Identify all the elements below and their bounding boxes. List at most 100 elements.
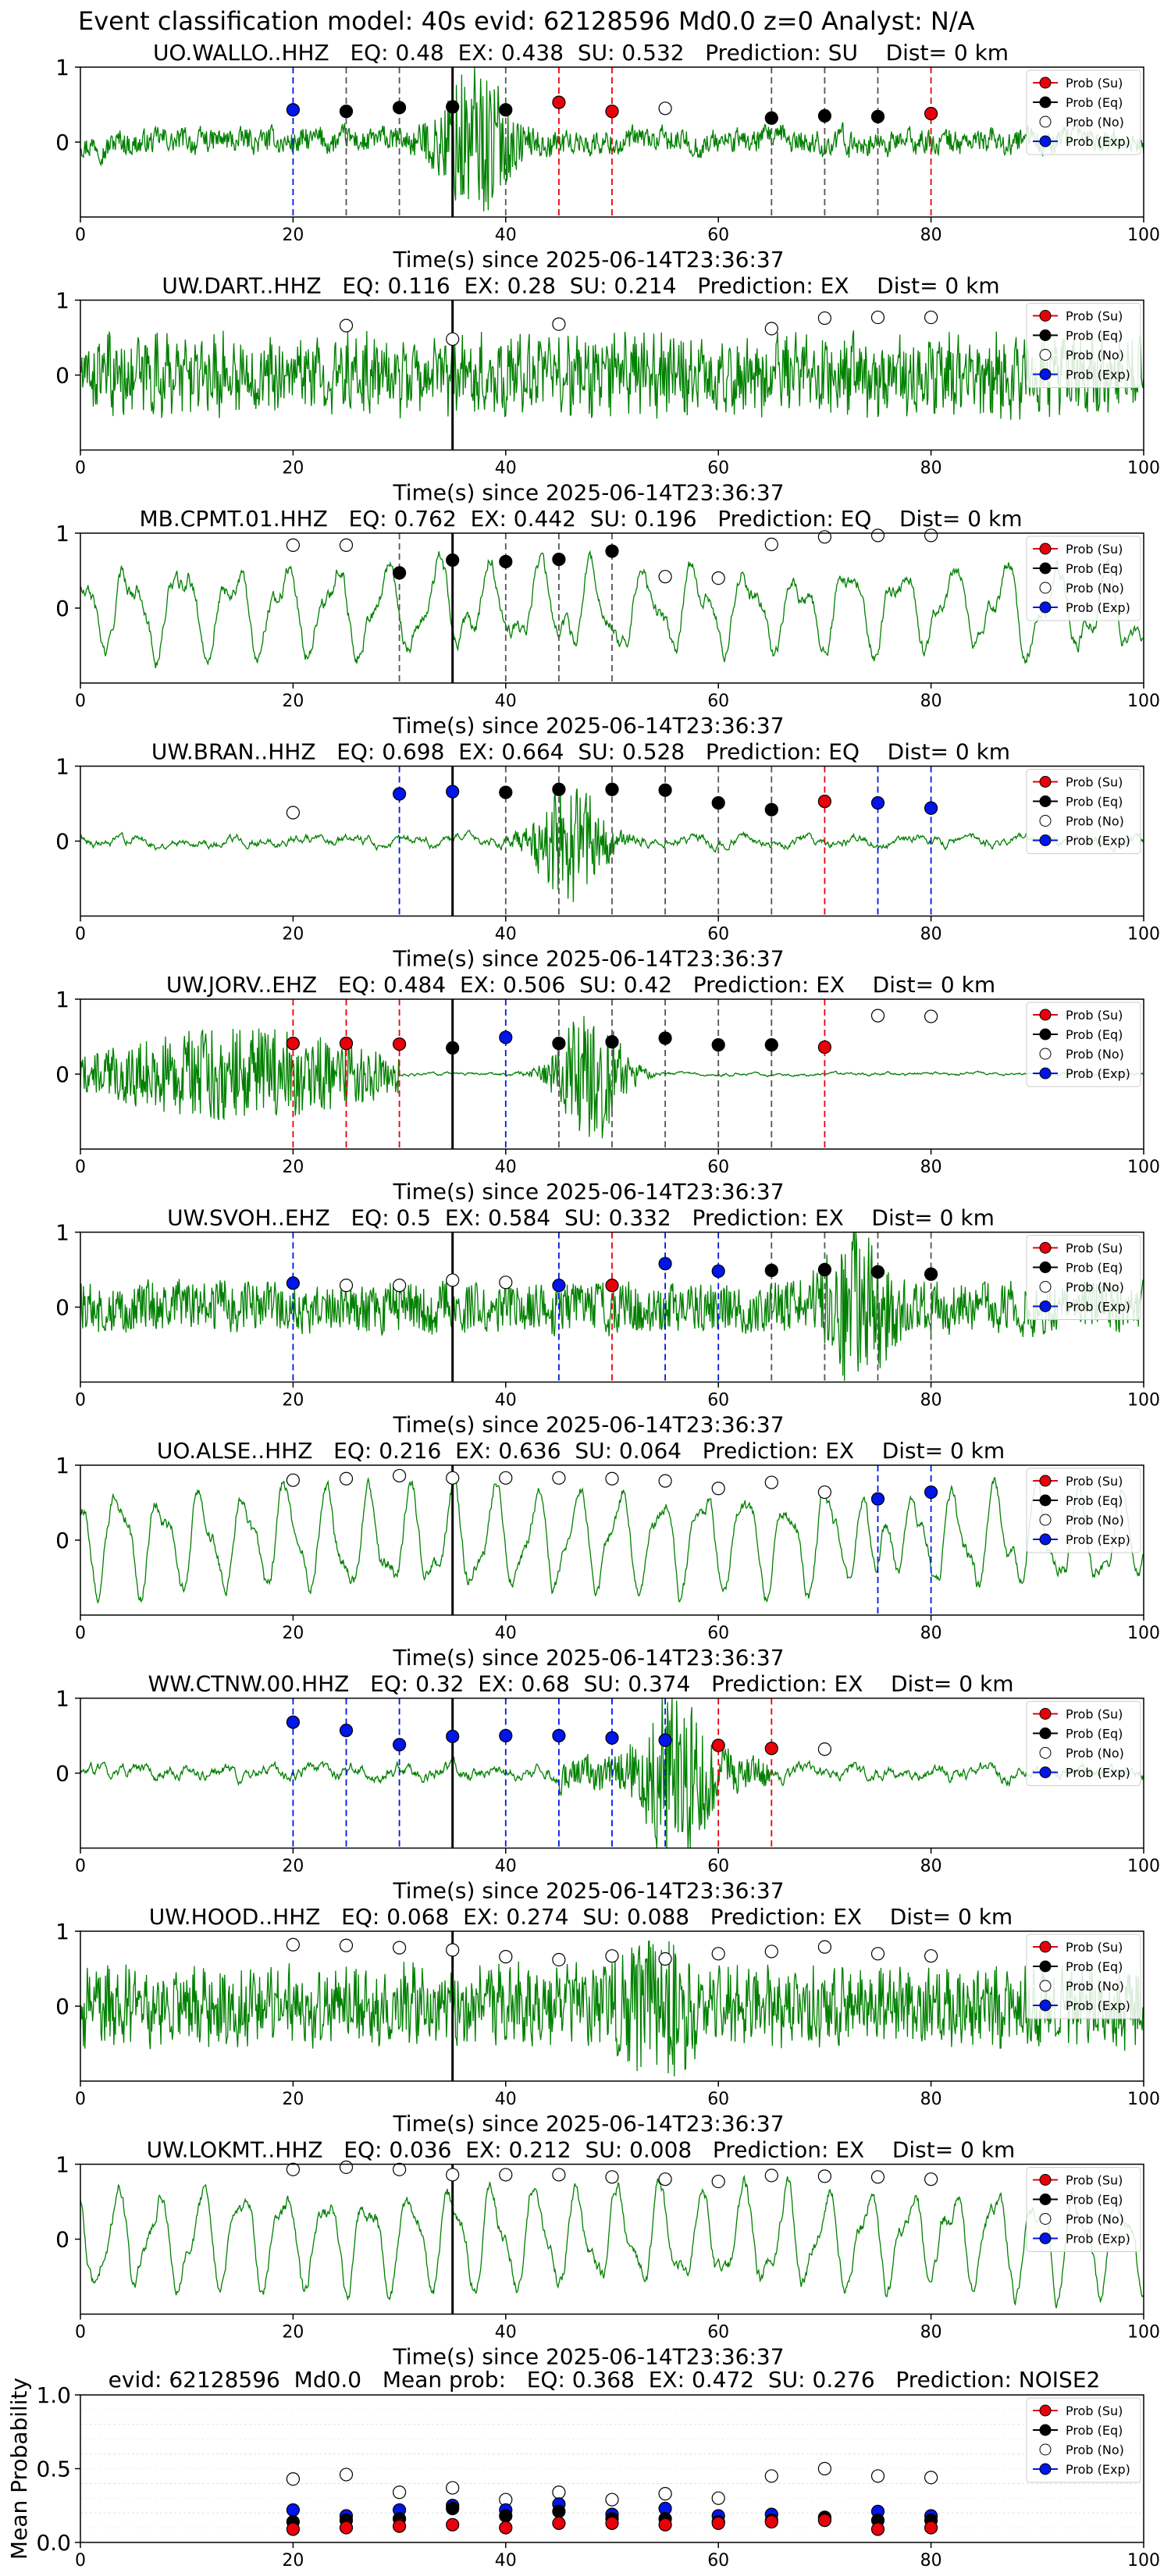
y-tick-label: 1 <box>55 1220 69 1246</box>
x-axis-label: Time(s) since 2025-06-14T23:36:37 <box>392 1412 784 1438</box>
panel-title: UW.SVOH..EHZ EQ: 0.5 EX: 0.584 SU: 0.332… <box>167 1205 995 1231</box>
legend-label-su: Prob (Su) <box>1066 76 1123 91</box>
x-axis-label: Time(s) since 2025-06-14T23:36:37 <box>392 1179 784 1204</box>
x-tick-label: 100 <box>1127 2551 1160 2571</box>
legend-label-no: Prob (No) <box>1066 2212 1124 2227</box>
prob-point-no <box>446 332 460 347</box>
x-axis-label: Time(s) since 2025-06-14T23:36:37 <box>392 713 784 738</box>
legend-marker-su <box>1039 2174 1052 2186</box>
prob-point-no <box>817 2169 832 2183</box>
prob-point-no <box>499 1950 513 1964</box>
x-tick-label: 60 <box>707 2551 729 2571</box>
prob-point-no <box>446 1273 460 1287</box>
legend-label-exp: Prob (Exp) <box>1066 134 1130 149</box>
prob-point-su <box>393 1037 407 1051</box>
prob-point-no <box>446 1471 460 1485</box>
prob-point-su <box>339 1037 354 1051</box>
legend-label-eq: Prob (Eq) <box>1066 795 1123 809</box>
station-panel-7: UO.ALSE..HHZ EQ: 0.216 EX: 0.636 SU: 0.0… <box>55 1438 1160 1670</box>
mean-prob-point-no <box>393 2485 407 2500</box>
x-tick-label: 100 <box>1127 226 1160 245</box>
prob-point-exp <box>286 1715 300 1729</box>
legend-box <box>1026 769 1141 854</box>
legend-label-no: Prob (No) <box>1066 2443 1124 2457</box>
prob-point-no <box>286 1937 300 1952</box>
prob-point-no <box>286 1473 300 1487</box>
x-tick-label: 60 <box>707 1857 729 1877</box>
x-tick-label: 20 <box>282 2090 304 2109</box>
legend-label-su: Prob (Su) <box>1066 1241 1123 1256</box>
panel-title: WW.CTNW.00.HHZ EQ: 0.32 EX: 0.68 SU: 0.3… <box>148 1671 1014 1697</box>
x-tick-label: 60 <box>707 1624 729 1643</box>
legend-label-no: Prob (No) <box>1066 814 1124 829</box>
legend-label-su: Prob (Su) <box>1066 2403 1123 2418</box>
prob-point-eq <box>817 1262 832 1277</box>
waveform-trace <box>80 788 1144 902</box>
prob-point-no <box>339 538 354 552</box>
prob-point-eq <box>605 782 619 796</box>
plot-frame <box>80 2163 1144 2315</box>
prob-point-eq <box>924 1267 938 1281</box>
x-tick-label: 100 <box>1127 692 1160 711</box>
legend-box <box>1026 535 1141 621</box>
legend-box <box>1026 2167 1141 2252</box>
legend-marker-eq <box>1039 562 1052 575</box>
mean-prob-point-exp <box>286 2503 300 2517</box>
y-tick-label: 1 <box>55 1919 69 1944</box>
prob-point-exp <box>499 1728 513 1743</box>
panel-title: UW.DART..HHZ EQ: 0.116 EX: 0.28 SU: 0.21… <box>162 273 999 299</box>
prob-point-eq <box>552 1037 566 1051</box>
legend-marker-no <box>1039 815 1052 827</box>
legend-marker-exp <box>1039 601 1052 614</box>
prob-point-eq <box>764 802 778 817</box>
mean-prob-point-no <box>764 2469 778 2483</box>
waveform-trace <box>80 1940 1144 2077</box>
mean-prob-point-no <box>605 2492 619 2507</box>
panel-title: UO.WALLO..HHZ EQ: 0.48 EX: 0.438 SU: 0.5… <box>153 40 1009 66</box>
mean-prob-point-su <box>286 2522 300 2536</box>
legend-box <box>1026 1002 1141 1087</box>
prob-point-no <box>393 1941 407 1955</box>
prob-point-no <box>552 1952 566 1967</box>
prob-point-no <box>339 1471 354 1485</box>
prob-point-su <box>764 1742 778 1756</box>
legend-marker-eq <box>1039 2424 1052 2436</box>
y-tick-label: 1 <box>55 1453 69 1478</box>
prob-point-exp <box>393 1738 407 1752</box>
legend: Prob (Su) Prob (Eq) Prob (No) Prob (Exp) <box>1026 303 1141 388</box>
station-panel-5: UW.JORV..EHZ EQ: 0.484 EX: 0.506 SU: 0.4… <box>55 972 1160 1204</box>
legend-marker-no <box>1039 2213 1052 2225</box>
prob-point-no <box>817 1742 832 1756</box>
prob-point-eq <box>552 782 566 796</box>
panel-title: MB.CPMT.01.HHZ EQ: 0.762 EX: 0.442 SU: 0… <box>140 506 1023 532</box>
x-tick-label: 100 <box>1127 2323 1160 2343</box>
mean-prob-point-eq <box>499 2509 513 2523</box>
legend-label-su: Prob (Su) <box>1066 1707 1123 1722</box>
station-panel-8: WW.CTNW.00.HHZ EQ: 0.32 EX: 0.68 SU: 0.3… <box>55 1671 1160 1904</box>
prob-point-eq <box>499 785 513 799</box>
legend-marker-no <box>1039 582 1052 594</box>
y-tick-label: 1.0 <box>36 2382 71 2408</box>
prob-point-no <box>924 1009 938 1023</box>
prob-point-eq <box>605 544 619 558</box>
prob-point-no <box>286 806 300 820</box>
mean-prob-point-no <box>924 2471 938 2485</box>
legend-marker-no <box>1039 1980 1052 1992</box>
y-tick-label: 1 <box>55 1686 69 1712</box>
mean-prob-point-no <box>446 2481 460 2495</box>
x-tick-label: 40 <box>495 1857 517 1877</box>
legend-marker-exp <box>1039 1767 1052 1778</box>
prob-point-no <box>924 528 938 543</box>
x-tick-label: 100 <box>1127 1391 1160 1411</box>
legend-marker-no <box>1039 116 1052 128</box>
panel-title: UW.LOKMT..HHZ EQ: 0.036 EX: 0.212 SU: 0.… <box>147 2137 1016 2163</box>
prob-point-no <box>711 571 725 585</box>
prob-point-no <box>711 2174 725 2189</box>
prob-point-eq <box>764 1263 778 1278</box>
legend: Prob (Su) Prob (Eq) Prob (No) Prob (Exp) <box>1026 535 1141 621</box>
legend-label-eq: Prob (Eq) <box>1066 561 1123 576</box>
x-tick-label: 80 <box>920 2551 942 2571</box>
y-tick-label: 0 <box>55 596 69 621</box>
prob-point-no <box>764 1475 778 1489</box>
prob-point-no <box>339 1938 354 1952</box>
